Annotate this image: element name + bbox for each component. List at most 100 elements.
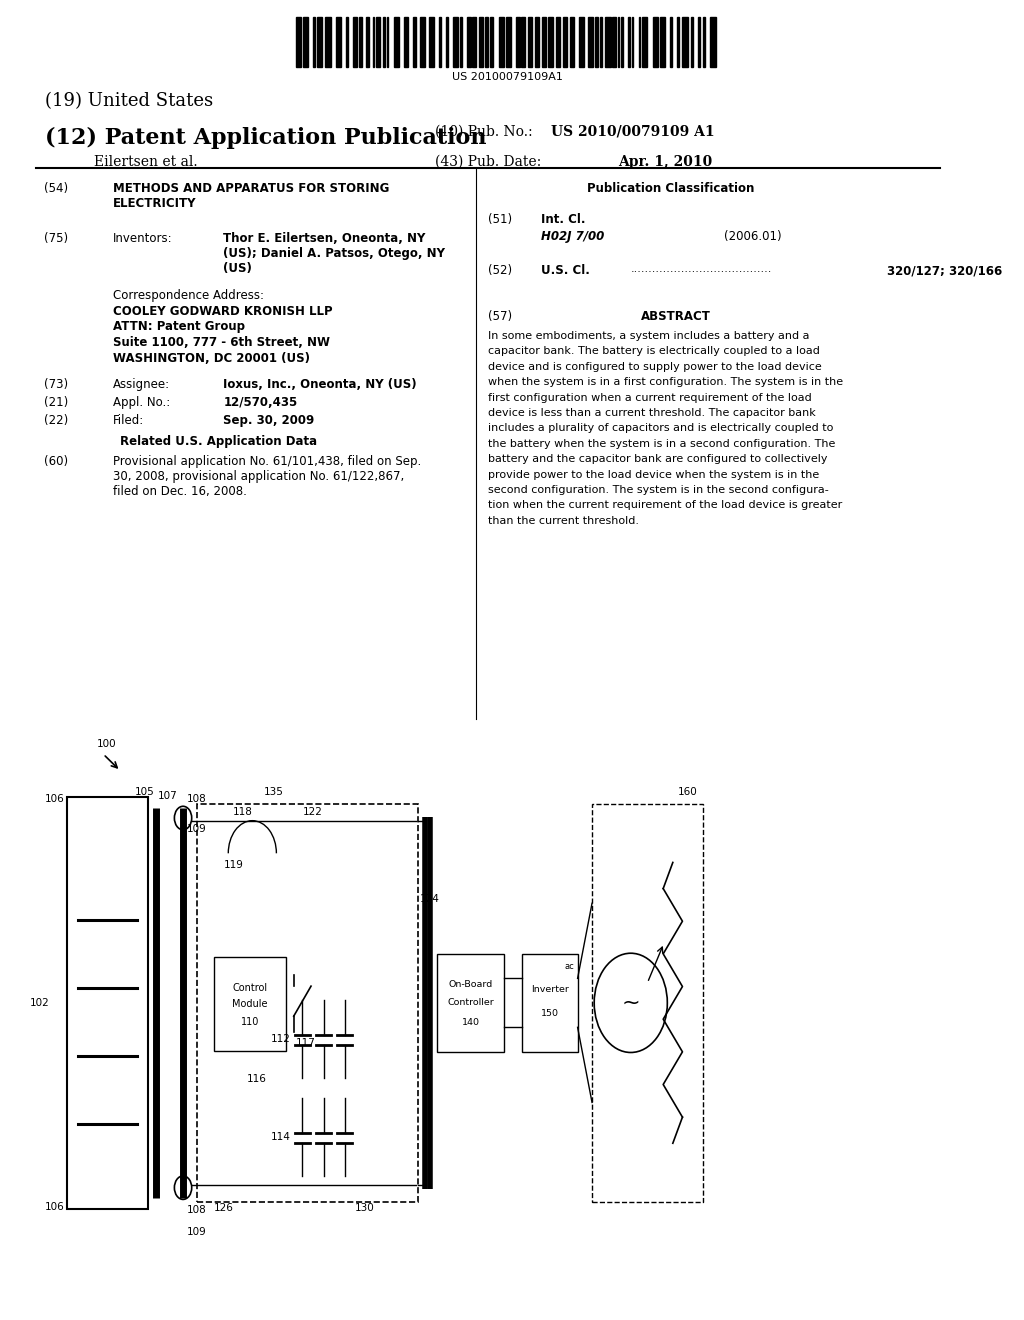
Bar [316,17,322,67]
Text: (2006.01): (2006.01) [724,230,781,243]
Text: 130: 130 [355,1204,375,1213]
Bar [612,17,615,67]
Bar [439,17,441,67]
Text: provide power to the load device when the system is in the: provide power to the load device when th… [488,470,819,479]
Bar [677,17,679,67]
Text: 109: 109 [187,824,207,834]
Text: 102: 102 [30,998,49,1008]
Text: 110: 110 [241,1016,259,1027]
Bar [303,17,308,67]
Text: (10) Pub. No.:: (10) Pub. No.: [435,124,532,139]
Bar [479,17,483,67]
Bar [489,17,494,67]
Bar [548,17,553,67]
Text: 105: 105 [135,787,155,797]
Bar [326,17,331,67]
Bar [563,17,567,67]
Text: 124: 124 [420,894,439,904]
Bar [376,17,380,67]
Bar [632,17,633,67]
Text: Int. Cl.: Int. Cl. [541,214,586,226]
Text: 109: 109 [187,1226,207,1237]
Bar [698,17,699,67]
Text: 126: 126 [214,1204,233,1213]
Text: 135: 135 [263,787,284,797]
Bar [628,17,630,67]
Text: device is less than a current threshold. The capacitor bank: device is less than a current threshold.… [488,408,816,418]
Bar [472,17,476,67]
Bar [429,17,434,67]
Text: (19) United States: (19) United States [45,92,214,110]
Text: 122: 122 [302,807,323,817]
Text: Apr. 1, 2010: Apr. 1, 2010 [618,154,713,169]
Text: 106: 106 [45,1203,65,1212]
Text: ABSTRACT: ABSTRACT [641,310,711,323]
Bar [691,17,693,67]
Bar [296,17,301,67]
Text: 117: 117 [296,1039,315,1048]
Bar [67,797,148,1209]
Bar [522,954,578,1052]
Bar [393,17,399,67]
Bar [516,17,519,67]
Bar [460,17,462,67]
Bar [366,17,369,67]
Text: Controller: Controller [447,998,495,1007]
Text: first configuration when a current requirement of the load: first configuration when a current requi… [488,392,812,403]
Text: than the current threshold.: than the current threshold. [488,516,639,525]
Bar [570,17,573,67]
Text: U.S. Cl.: U.S. Cl. [541,264,590,277]
Bar [420,17,425,67]
Bar [670,17,672,67]
Text: 160: 160 [678,787,698,797]
Text: Assignee:: Assignee: [113,378,170,391]
Text: Inventors:: Inventors: [113,231,172,244]
Text: 106: 106 [45,793,65,804]
Text: 116: 116 [247,1074,267,1084]
Text: Inverter: Inverter [530,985,568,994]
Text: (22): (22) [43,414,68,428]
Text: second configuration. The system is in the second configura-: second configuration. The system is in t… [488,484,828,495]
Bar [453,17,459,67]
Text: includes a plurality of capacitors and is electrically coupled to: includes a plurality of capacitors and i… [488,424,834,433]
Bar [387,17,388,67]
Text: tion when the current requirement of the load device is greater: tion when the current requirement of the… [488,500,843,511]
Text: 140: 140 [462,1018,480,1027]
Text: (12) Patent Application Publication: (12) Patent Application Publication [45,127,487,149]
Bar [499,17,504,67]
Text: (57): (57) [488,310,512,323]
Text: .......................................: ....................................... [631,264,772,275]
Bar [659,17,665,67]
Text: 100: 100 [96,739,116,748]
Text: In some embodiments, a system includes a battery and a: In some embodiments, a system includes a… [488,331,810,341]
Bar [639,17,640,67]
Text: (60): (60) [43,455,68,469]
Text: the battery when the system is in a second configuration. The: the battery when the system is in a seco… [488,438,836,449]
Text: Module: Module [232,999,267,1008]
Bar [595,17,598,67]
Text: WASHINGTON, DC 20001 (US): WASHINGTON, DC 20001 (US) [113,351,310,364]
Text: Ioxus, Inc., Oneonta, NY (US): Ioxus, Inc., Oneonta, NY (US) [223,378,417,391]
Bar [446,17,447,67]
Bar [313,17,315,67]
Text: capacitor bank. The battery is electrically coupled to a load: capacitor bank. The battery is electrica… [488,346,820,356]
Bar [622,17,623,67]
Bar [652,17,657,67]
Bar [588,17,593,67]
Bar [437,954,505,1052]
Text: Publication Classification: Publication Classification [587,182,755,195]
Text: when the system is in a first configuration. The system is in the: when the system is in a first configurat… [488,378,843,387]
Bar [528,17,531,67]
Text: 118: 118 [233,807,253,817]
Text: Provisional application No. 61/101,438, filed on Sep.
30, 2008, provisional appl: Provisional application No. 61/101,438, … [113,455,421,498]
Text: (43) Pub. Date:: (43) Pub. Date: [435,154,542,169]
Text: (54): (54) [43,182,68,195]
Bar [506,17,511,67]
Text: Correspondence Address:: Correspondence Address: [113,289,264,302]
Bar [703,17,706,67]
Bar [484,17,488,67]
Bar [197,804,418,1203]
Text: H02J 7/00: H02J 7/00 [541,230,604,243]
Text: 12/570,435: 12/570,435 [223,396,298,409]
Bar [711,17,716,67]
